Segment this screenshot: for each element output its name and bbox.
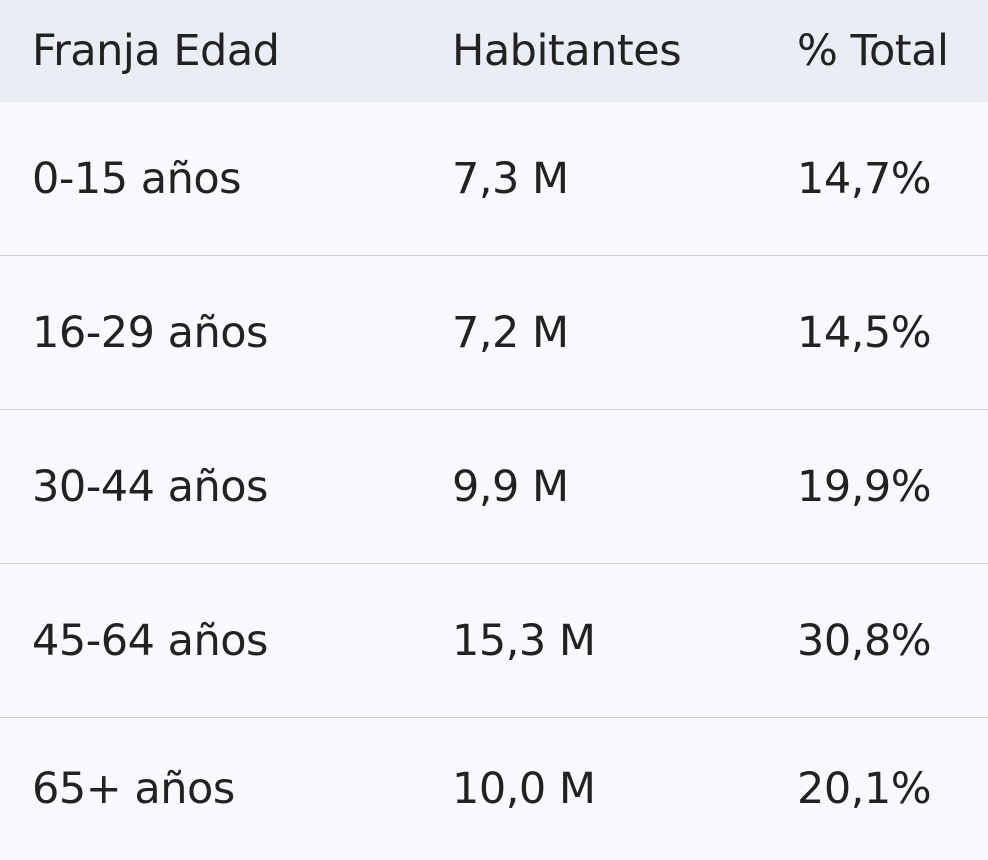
- table-cell: 30-44 años: [32, 461, 268, 512]
- table-cell: 19,9%: [797, 461, 932, 512]
- header-row: Franja Edad Habitantes % Total: [0, 0, 988, 102]
- table-cell: 10,0 M: [452, 764, 596, 814]
- table-cell: 14,7%: [797, 153, 932, 204]
- table-cell: 9,9 M: [452, 461, 569, 512]
- table-row: 0-15 años 7,3 M 14,7%: [0, 102, 988, 256]
- table-cell: 14,5%: [797, 307, 932, 358]
- header-cell: Franja Edad: [32, 26, 280, 76]
- table-cell: 7,3 M: [452, 153, 569, 204]
- table-cell: 65+ años: [32, 764, 235, 814]
- table-row: 45-64 años 15,3 M 30,8%: [0, 564, 988, 718]
- table-row: 30-44 años 9,9 M 19,9%: [0, 410, 988, 564]
- table-cell: 15,3 M: [452, 615, 596, 666]
- table-cell: 45-64 años: [32, 615, 268, 666]
- table-cell: 30,8%: [797, 615, 932, 666]
- table-cell: 7,2 M: [452, 307, 569, 358]
- table-cell: 20,1%: [797, 764, 932, 814]
- header-cell: Habitantes: [452, 26, 682, 76]
- table-cell: 0-15 años: [32, 153, 242, 204]
- header-cell: % Total: [797, 26, 949, 76]
- table-row: 65+ años 10,0 M 20,1%: [0, 718, 988, 860]
- table-row: 16-29 años 7,2 M 14,5%: [0, 256, 988, 410]
- table-cell: 16-29 años: [32, 307, 268, 358]
